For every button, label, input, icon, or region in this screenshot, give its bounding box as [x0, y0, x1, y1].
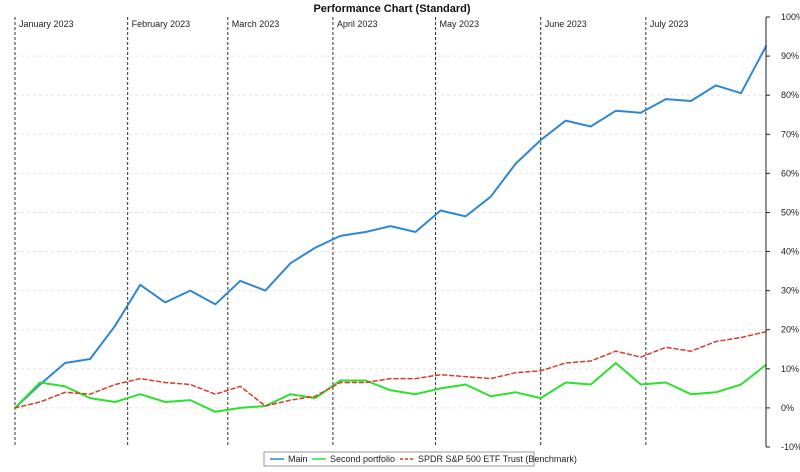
legend-label: Main	[288, 454, 308, 464]
legend: Main Second portfolio SPDR S&P 500 ETF Tru…	[263, 451, 577, 467]
month-label: June 2023	[545, 19, 587, 29]
month-label: January 2023	[19, 19, 74, 29]
y-tick-label: 20%	[781, 325, 799, 335]
month-label: March 2023	[232, 19, 280, 29]
y-tick-label: 90%	[781, 51, 799, 61]
y-tick-label: 10%	[781, 364, 799, 374]
series-line-second-portfolio	[14, 362, 767, 413]
y-tick-label: 0%	[781, 403, 794, 413]
series-layer	[14, 45, 767, 413]
y-tick-label: 50%	[781, 207, 799, 217]
series-line-spdr-s-p-500-etf-trust-benchmark	[14, 330, 767, 409]
month-label: May 2023	[440, 19, 480, 29]
legend-box	[263, 451, 535, 467]
month-label: July 2023	[650, 19, 689, 29]
legend-label: Second portfolio	[330, 454, 395, 464]
axis-layer: 100% 90% 80% 70% 60% 50% 40% 30% 20% 10% 0% -10%	[765, 12, 800, 452]
month-label: February 2023	[132, 19, 191, 29]
series-line-main	[14, 45, 767, 409]
y-tick-label: -10%	[781, 442, 800, 452]
month-label: April 2023	[337, 19, 378, 29]
y-tick-label: 70%	[781, 129, 799, 139]
chart-title: Performance Chart (Standard)	[313, 3, 470, 15]
y-tick-label: 30%	[781, 286, 799, 296]
y-tick-label: 80%	[781, 90, 799, 100]
legend-label: SPDR S&P 500 ETF Trust (Benchmark)	[418, 454, 577, 464]
y-tick-label: 100%	[781, 12, 800, 22]
y-tick-label: 40%	[781, 247, 799, 257]
y-tick-label: 60%	[781, 168, 799, 178]
grid-layer	[15, 55, 766, 409]
month-layer: January 2023 February 2023 March 2023 April…	[14, 17, 689, 447]
